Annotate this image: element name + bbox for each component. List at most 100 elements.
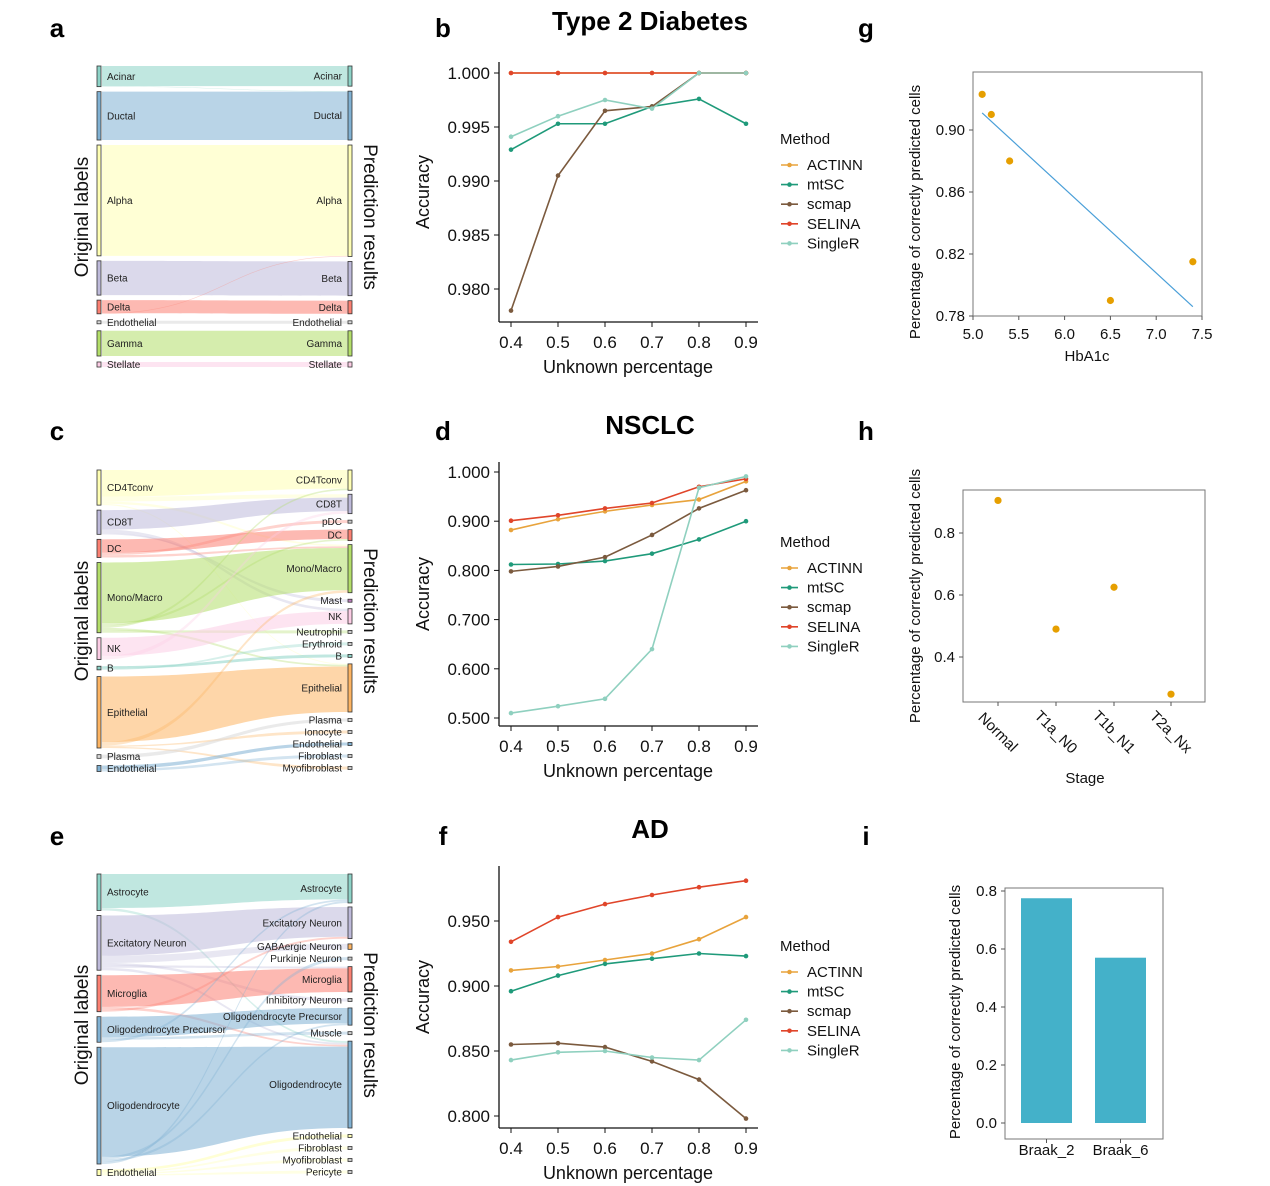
right-node-bar[interactable] [347,261,353,297]
left-node-label: Mono/Macro [107,593,163,604]
left-node-bar[interactable] [96,144,102,257]
right-node-bar[interactable] [347,663,353,713]
x-tick-label: 0.6 [593,1139,617,1158]
right-node-bar[interactable] [347,608,353,625]
data-point-SingleR [649,646,655,652]
right-node-bar[interactable] [347,1040,353,1129]
y-tick-label: 0.90 [936,122,965,139]
bar-chart-i: i 0.0 0.2 0.4 0.6 0.8 Braak_2 Braak_6 Percentage… [862,821,1164,1159]
right-node-bar[interactable] [347,330,353,357]
right-node-bar[interactable] [347,754,353,758]
y-tick-label: 0.600 [447,660,490,679]
right-node-label: Pericyte [306,1168,343,1179]
data-point-mtSC [555,121,561,127]
left-node-bar[interactable] [96,299,102,315]
sankey-flow [102,330,348,356]
left-node-bar[interactable] [96,538,102,558]
left-node-bar[interactable] [96,765,102,772]
data-point-SingleR [743,474,749,479]
left-node-bar[interactable] [96,509,102,535]
right-node-label: Fibroblast [298,752,342,763]
right-node-bar[interactable] [347,598,353,603]
right-node-bar[interactable] [347,144,353,257]
left-node-bar[interactable] [96,637,102,660]
sankey-flow [102,874,348,909]
right-node-bar[interactable] [347,493,353,515]
right-node-bar[interactable] [347,519,353,524]
right-node-bar[interactable] [347,742,353,746]
y-tick-label: 0.980 [447,280,490,299]
data-point-mtSC [696,96,702,102]
right-node-bar[interactable] [347,320,353,325]
data-point-ACTINN [508,527,514,533]
right-node-bar[interactable] [347,966,353,993]
sankey-flow [102,627,348,667]
left-node-bar[interactable] [96,361,102,368]
right-node-bar[interactable] [347,1134,353,1138]
right-node-label: Endothelial [293,1132,342,1143]
data-point-scmap [696,506,702,511]
x-tick-label: T1b_N1 [1089,707,1139,757]
right-node-bar[interactable] [347,469,353,491]
left-node-bar[interactable] [96,974,102,1013]
left-node-bar[interactable] [96,873,102,911]
right-node-bar[interactable] [347,654,353,658]
right-node-bar[interactable] [347,65,353,87]
right-node-bar[interactable] [347,730,353,734]
right-node-bar[interactable] [347,361,353,368]
left-node-bar[interactable] [96,320,102,325]
right-node-label: Endothelial [293,318,342,329]
right-node-bar[interactable] [347,718,353,722]
chart-title: Type 2 Diabetes [552,6,748,36]
y-axis-label: Percentage of correctly predicted cells [947,885,964,1139]
right-node-bar[interactable] [347,906,353,940]
right-node-bar[interactable] [347,630,353,634]
left-node-bar[interactable] [96,1016,102,1043]
left-node-bar[interactable] [96,676,102,749]
data-point-SELINA [602,70,608,76]
right-node-bar[interactable] [347,943,353,950]
y-tick-label: 0.850 [447,1042,490,1061]
right-node-bar[interactable] [347,642,353,646]
right-node-bar[interactable] [347,1007,353,1026]
legend-swatch-dot [787,989,792,994]
data-point-scmap [555,1040,561,1046]
sankey-flow [102,529,348,553]
left-node-bar[interactable] [96,469,102,506]
left-node-bar[interactable] [96,330,102,357]
left-node-bar[interactable] [96,1169,102,1176]
left-node-bar[interactable] [96,665,102,671]
sankey-flow [102,1158,348,1175]
right-node-label: Myofibroblast [283,764,343,775]
right-node-label: Mast [320,596,342,607]
data-point-SingleR [602,1048,608,1054]
right-node-bar[interactable] [347,1158,353,1162]
left-node-bar[interactable] [96,562,102,634]
right-node-bar[interactable] [347,766,353,770]
right-node-bar[interactable] [347,529,353,542]
left-node-bar[interactable] [96,1046,102,1165]
left-node-bar[interactable] [96,915,102,971]
left-node-label: Alpha [107,196,133,207]
left-node-bar[interactable] [96,91,102,141]
right-node-bar[interactable] [347,1146,353,1150]
right-node-bar[interactable] [347,1170,353,1174]
right-node-bar[interactable] [347,1031,353,1036]
left-node-bar[interactable] [96,260,102,296]
line-chart-d: d NSCLC 0.500 0.600 0.700 0.800 0.900 1.000 0.4 0… [413,410,863,781]
series-line-ACTINN [510,916,747,972]
x-tick-label: 0.7 [640,737,664,756]
right-node-bar[interactable] [347,544,353,594]
right-node-bar[interactable] [347,873,353,904]
right-node-bar[interactable] [347,300,353,315]
data-point [978,90,986,98]
right-node-bar[interactable] [347,90,353,141]
data-point-SingleR [555,703,561,709]
series-line-scmap [510,72,746,311]
sankey-flow [102,899,348,1043]
right-node-bar[interactable] [347,998,353,1002]
left-node-bar[interactable] [96,754,102,759]
left-node-bar[interactable] [96,65,102,88]
right-node-bar[interactable] [347,956,353,961]
legend-swatch-dot [787,969,792,975]
